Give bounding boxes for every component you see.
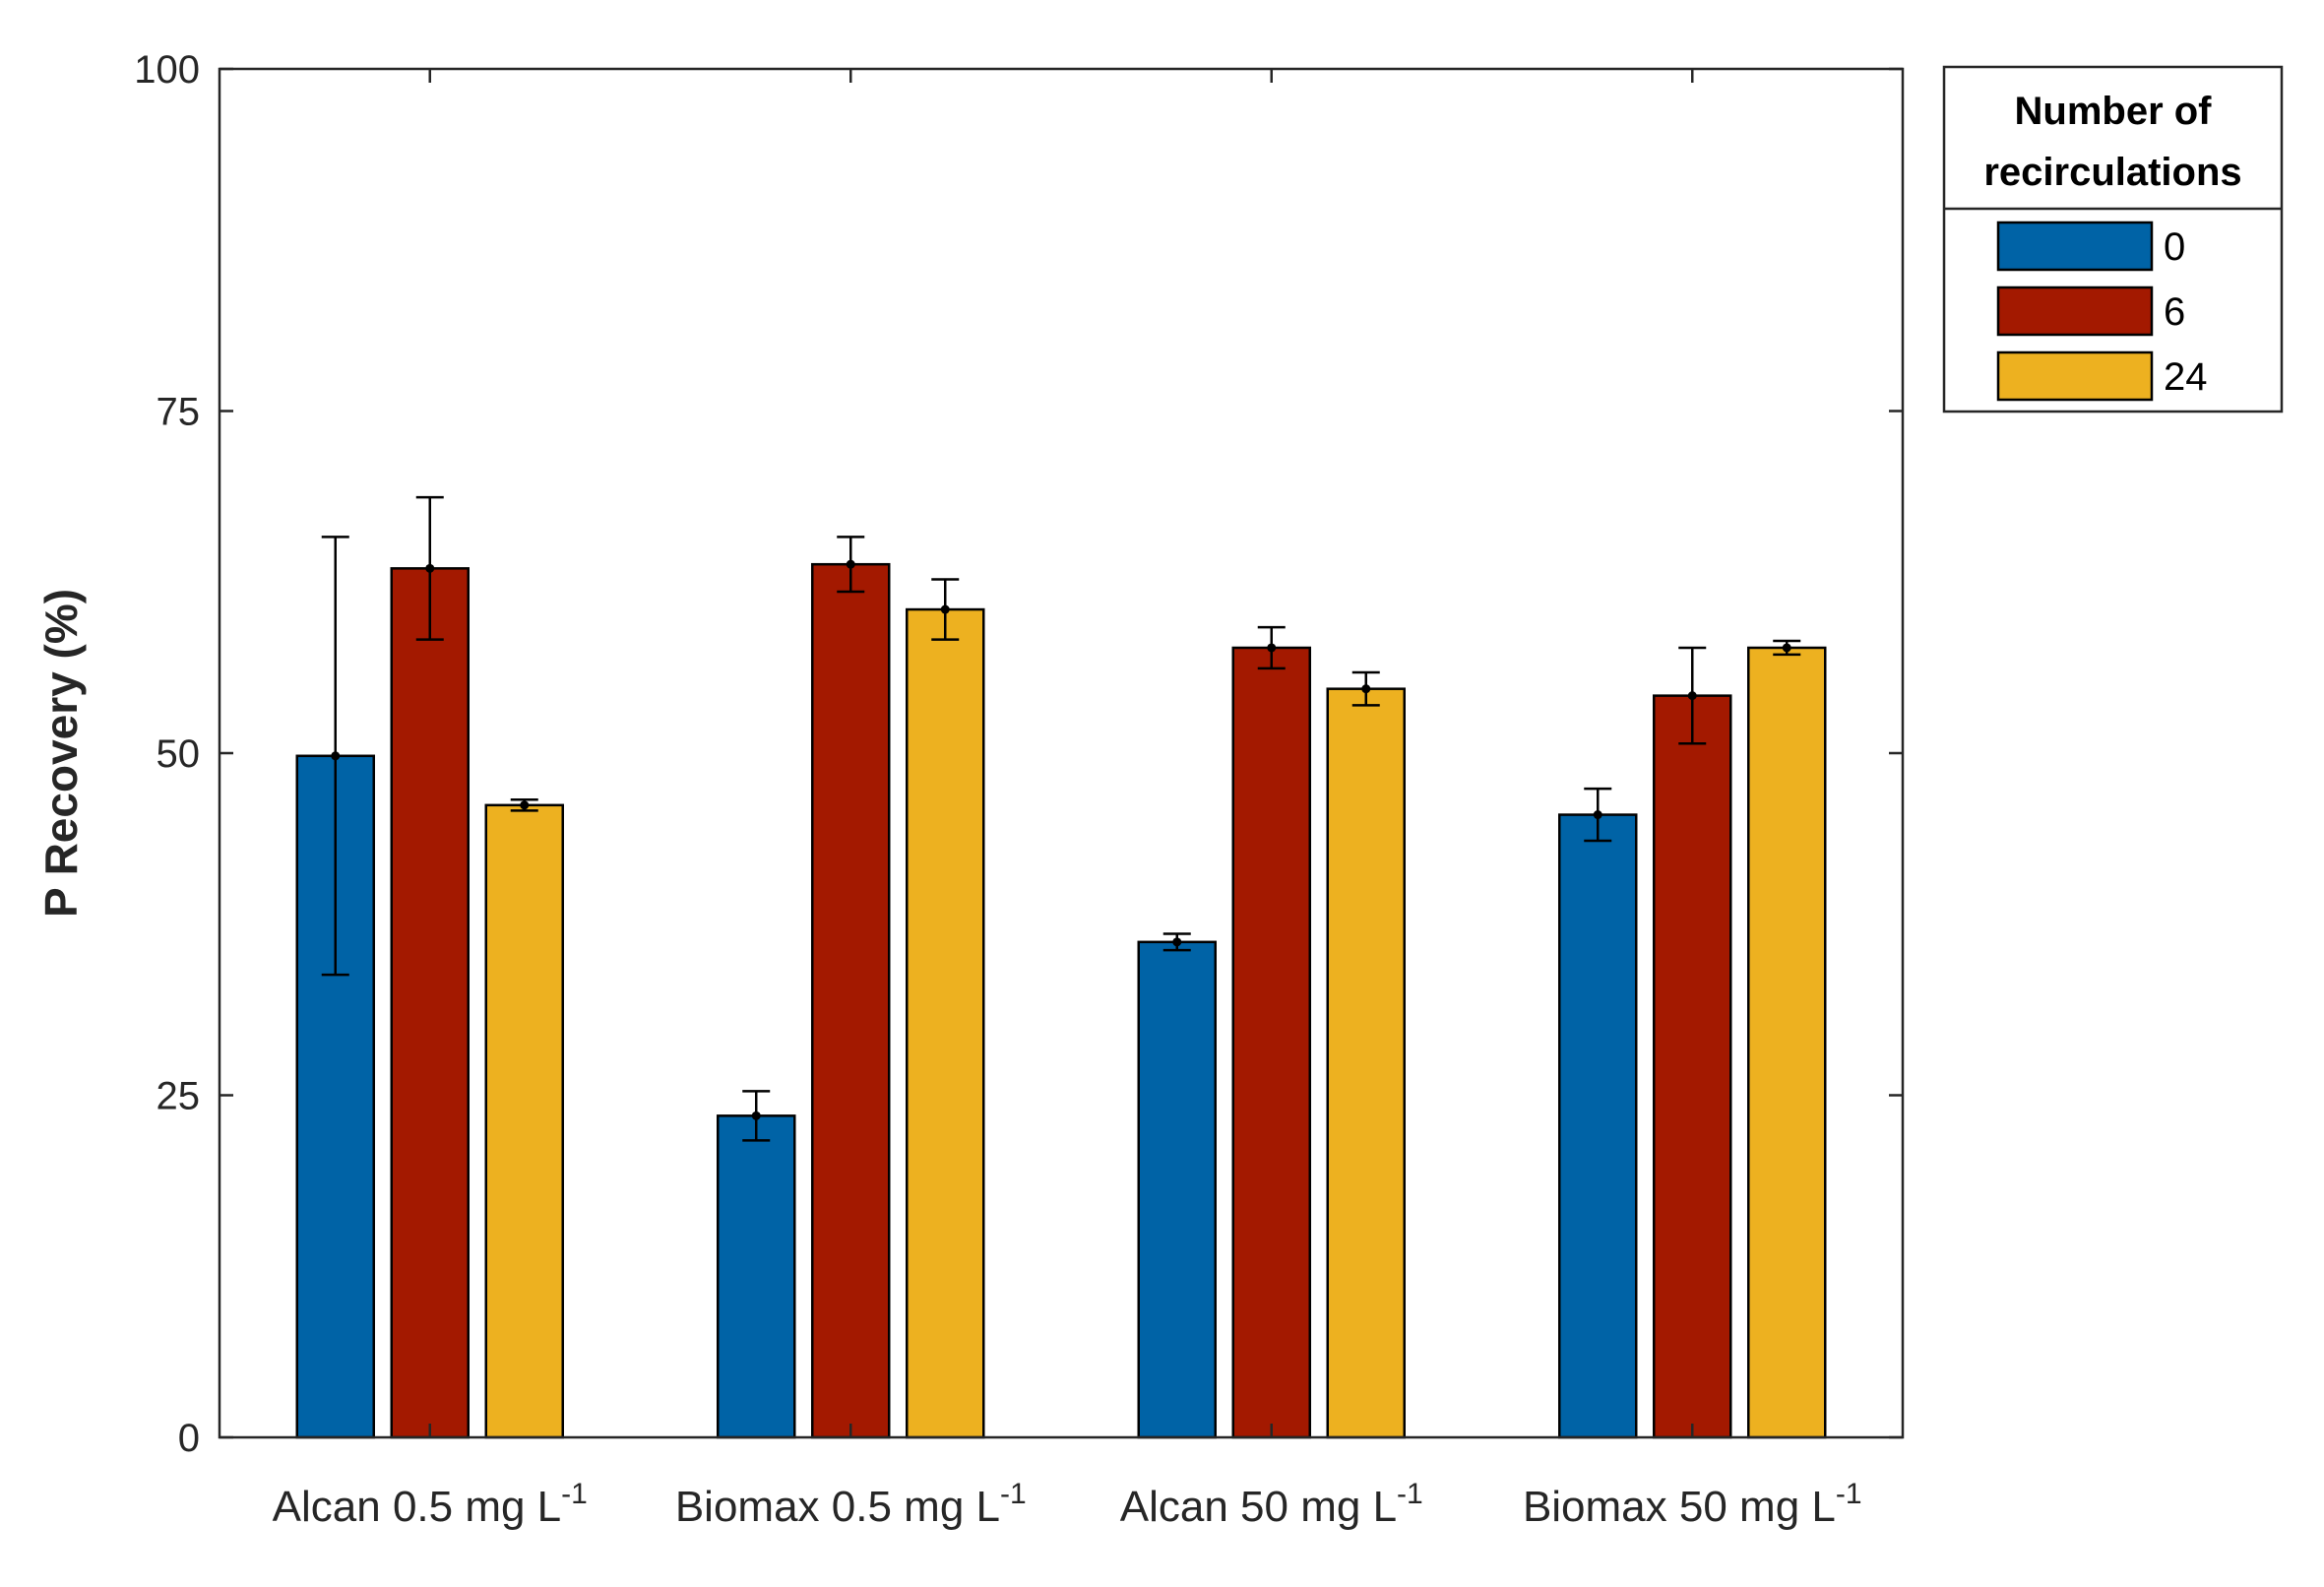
legend-entry-label: 6 xyxy=(2164,290,2185,334)
legend-entry-label: 24 xyxy=(2164,355,2208,399)
y-tick-label: 100 xyxy=(134,48,200,92)
data-point-0-series-0 xyxy=(331,751,341,761)
data-point-1-series-0 xyxy=(751,1111,761,1120)
x-category-superscript: -1 xyxy=(1000,1478,1027,1510)
data-point-1-series-2 xyxy=(940,604,950,614)
legend-swatch-series-0 xyxy=(1996,221,2154,272)
y-tick-label: 25 xyxy=(157,1075,201,1118)
data-point-2-series-1 xyxy=(1267,643,1277,653)
legend-entry-label: 0 xyxy=(2164,225,2185,269)
legend-title-line-2: recirculations xyxy=(1983,151,2241,194)
data-point-3-series-1 xyxy=(1687,691,1697,701)
x-category-main: Alcan 0.5 mg L xyxy=(273,1483,562,1531)
bar-2-series-2 xyxy=(1326,687,1406,1439)
x-category-superscript: -1 xyxy=(561,1478,588,1510)
y-tick-label: 50 xyxy=(157,732,201,776)
x-category-main: Biomax 50 mg L xyxy=(1523,1483,1836,1531)
legend-swatch-series-2 xyxy=(1996,350,2154,402)
y-tick-label: 0 xyxy=(178,1417,200,1460)
bar-3-series-1 xyxy=(1653,694,1732,1439)
x-category-label: Alcan 0.5 mg L-1 xyxy=(273,1478,588,1531)
x-category-main: Alcan 50 mg L xyxy=(1120,1483,1397,1531)
data-point-0-series-2 xyxy=(520,800,530,810)
bar-3-series-2 xyxy=(1747,646,1827,1439)
bar-3-series-0 xyxy=(1558,813,1638,1439)
data-point-0-series-1 xyxy=(425,563,435,573)
x-category-label: Biomax 50 mg L-1 xyxy=(1523,1478,1862,1531)
bar-2-series-0 xyxy=(1137,940,1217,1439)
bar-1-series-0 xyxy=(717,1114,796,1439)
data-point-3-series-2 xyxy=(1782,643,1791,653)
x-category-superscript: -1 xyxy=(1836,1478,1862,1510)
legend-title-line-1: Number of xyxy=(2015,90,2213,133)
bar-0-series-1 xyxy=(390,567,470,1439)
legend-swatch-series-1 xyxy=(1996,286,2154,337)
bar-0-series-2 xyxy=(484,803,564,1439)
bar-2-series-1 xyxy=(1231,646,1311,1439)
data-point-2-series-2 xyxy=(1361,684,1371,694)
bar-1-series-2 xyxy=(906,607,985,1439)
x-category-label: Biomax 0.5 mg L-1 xyxy=(675,1478,1027,1531)
x-category-label: Alcan 50 mg L-1 xyxy=(1120,1478,1423,1531)
data-point-1-series-1 xyxy=(846,559,855,569)
y-tick-label: 75 xyxy=(157,391,201,434)
data-point-3-series-0 xyxy=(1593,810,1602,820)
x-category-main: Biomax 0.5 mg L xyxy=(675,1483,1000,1531)
x-category-superscript: -1 xyxy=(1397,1478,1423,1510)
y-axis-label: P Recovery (%) xyxy=(35,589,87,918)
data-point-2-series-0 xyxy=(1172,937,1182,947)
bar-1-series-1 xyxy=(811,562,891,1439)
